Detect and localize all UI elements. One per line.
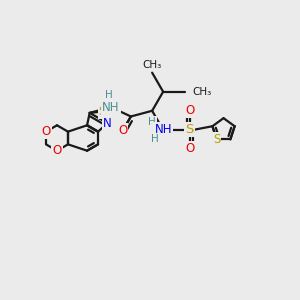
- Text: S: S: [99, 105, 106, 118]
- Text: O: O: [185, 104, 194, 117]
- Text: S: S: [185, 123, 194, 136]
- Text: NH: NH: [154, 123, 172, 136]
- Text: CH₃: CH₃: [142, 60, 162, 70]
- Text: O: O: [118, 124, 128, 137]
- Text: H: H: [148, 117, 156, 127]
- Text: O: O: [185, 142, 194, 155]
- Text: H: H: [151, 134, 159, 144]
- Text: N: N: [103, 117, 112, 130]
- Text: S: S: [213, 133, 220, 146]
- Text: O: O: [52, 144, 62, 157]
- Text: H: H: [105, 90, 113, 100]
- Text: NH: NH: [102, 101, 120, 114]
- Text: CH₃: CH₃: [192, 87, 212, 97]
- Text: O: O: [41, 125, 51, 138]
